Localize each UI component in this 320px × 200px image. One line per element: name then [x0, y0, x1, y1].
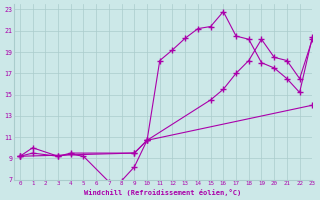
X-axis label: Windchill (Refroidissement éolien,°C): Windchill (Refroidissement éolien,°C) [84, 189, 242, 196]
